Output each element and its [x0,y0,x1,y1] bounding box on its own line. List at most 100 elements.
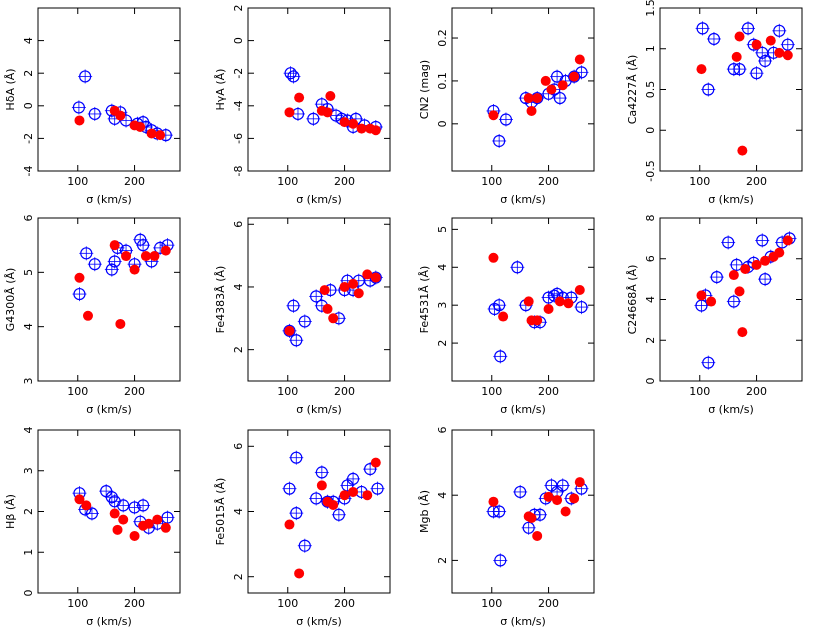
open-marker [706,31,721,46]
filled-marker [325,91,336,102]
open-marker [513,484,528,499]
filled-marker [339,281,350,292]
y-tick-label: 2 [644,337,657,344]
filled-marker [740,263,751,274]
y-tick-label: 0 [644,378,657,385]
x-tick-label: 100 [277,597,298,610]
filled-marker [728,270,739,281]
y-axis-label: G4300Å (Å) [4,268,17,332]
open-marker [709,270,724,285]
y-tick-label: -2 [22,133,35,144]
open-marker [555,478,570,493]
y-tick-label: 6 [644,255,657,262]
filled-marker [362,490,373,501]
open-marker [306,111,321,126]
filled-marker [554,296,565,307]
filled-marker [523,296,534,307]
filled-marker [731,51,742,62]
filled-marker [328,499,339,510]
filled-marker [74,272,85,283]
filled-marker [751,39,762,50]
y-tick-label: 2 [436,557,449,564]
panel: 100 200 2 3 4 5 σ (km/s) Fe4531Å (Å) [418,217,595,416]
y-tick-label: 2 [22,508,35,515]
y-axis-label: C24668Å (Å) [626,265,639,335]
open-marker [492,133,507,148]
x-tick-label: 100 [689,175,710,188]
y-axis-label: HγA (Å) [214,69,227,111]
open-marker [701,82,716,97]
filled-marker [81,500,92,511]
open-marker [297,538,312,553]
filled-marker [155,130,166,141]
filled-marker [322,303,333,314]
x-tick-label: 200 [334,385,355,398]
open-marker [498,112,513,127]
plot-frame [37,7,181,172]
open-marker [72,287,87,302]
y-axis-label: Fe4531Å (Å) [418,266,431,334]
panel: 100 200 -4 -2 0 2 4 σ (km/s) HδA (Å) [4,7,181,206]
plot-frame [37,217,181,382]
open-marker [758,53,773,68]
filled-marker [356,123,367,134]
y-tick-label: 6 [232,443,245,450]
filled-marker [370,125,381,136]
y-tick-label: 6 [232,221,245,228]
panel: 100 200 -0.5 0 0.5 1 1.5 σ (km/s) Ca4227Å (Å) [626,0,803,206]
open-marker [492,298,507,313]
plot-frame [247,7,391,172]
filled-marker [82,310,93,321]
y-tick-label: -2 [232,68,245,79]
filled-marker [526,105,537,116]
filled-marker [74,494,85,505]
x-axis-label: σ (km/s) [86,193,132,206]
x-tick-label: 100 [277,385,298,398]
open-marker [107,254,122,269]
open-marker [104,262,119,277]
y-tick-label: -8 [232,166,245,177]
filled-marker [696,64,707,75]
open-marker [726,294,741,309]
filled-marker [339,490,350,501]
open-marker [780,37,795,52]
y-tick-label: 8 [644,215,657,222]
open-marker [79,246,94,261]
open-marker [346,471,361,486]
filled-marker [751,259,762,270]
filled-marker [574,285,585,296]
filled-marker [115,110,126,121]
filled-marker [782,50,793,61]
filled-marker [319,285,330,296]
x-axis-label: σ (km/s) [708,193,754,206]
y-tick-label: -4 [22,166,35,177]
y-tick-label: 0.1 [436,72,449,90]
filled-marker [284,325,295,336]
y-tick-label: 3 [22,378,35,385]
panel: 100 200 2 4 6 σ (km/s) Mgb (Å) [418,427,595,628]
open-marker [84,506,99,521]
open-marker [309,289,324,304]
open-marker [286,298,301,313]
open-marker [309,491,324,506]
open-marker [729,257,744,272]
filled-marker [774,247,785,258]
open-marker [282,481,297,496]
filled-marker [543,303,554,314]
filled-marker [348,118,359,129]
open-marker [87,257,102,272]
y-tick-label: -6 [232,133,245,144]
open-marker [695,21,710,36]
open-marker [493,553,508,568]
y-tick-label: 2 [232,346,245,353]
y-tick-label: 4 [22,427,35,434]
open-marker [136,238,151,253]
filled-marker [734,286,745,297]
x-axis-label: σ (km/s) [296,615,342,628]
plot-frame [247,429,391,594]
filled-marker [322,107,333,118]
y-tick-label: 0 [436,120,449,127]
filled-marker [348,486,359,497]
y-axis-label: Hβ (Å) [4,494,17,529]
open-marker [493,349,508,364]
